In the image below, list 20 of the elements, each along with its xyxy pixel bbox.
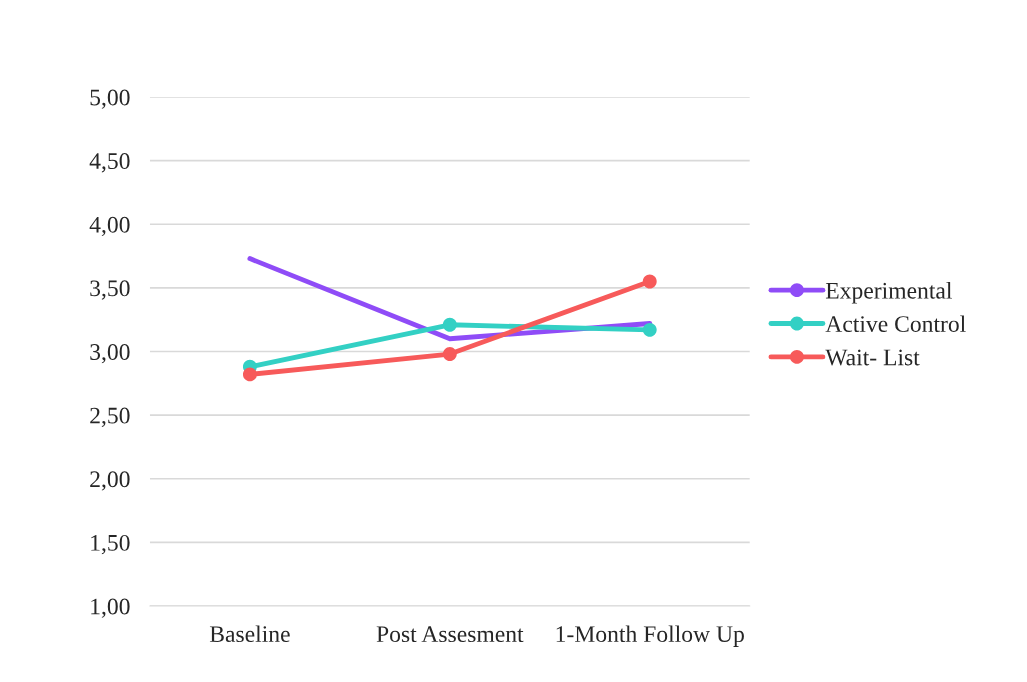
legend-label: Wait- List <box>825 349 920 366</box>
point <box>442 317 457 332</box>
x-tick-label: 1-Month Follow Up <box>556 625 744 647</box>
y-tick-label: 4,50 <box>89 153 130 173</box>
y-tick-label: 5,00 <box>90 89 130 109</box>
y-tick-label: 1,50 <box>91 534 130 555</box>
y-tick-label: 1,00 <box>91 598 130 618</box>
y-tick-label: 3,00 <box>90 343 130 364</box>
y-tick-label: 2,50 <box>90 407 130 427</box>
x-tick-label: Post Assesment <box>376 626 524 643</box>
legend-label: Active Control <box>825 315 966 333</box>
y-tick-label: 3,50 <box>90 280 130 300</box>
point <box>642 274 657 289</box>
y-tick-label: 2,00 <box>90 471 130 491</box>
x-tick-label: Baseline <box>209 625 290 643</box>
y-tick-label: 4,00 <box>89 216 130 237</box>
point <box>442 347 457 361</box>
point <box>642 322 657 337</box>
legend-label: Experimental <box>825 282 952 304</box>
point <box>242 367 257 382</box>
